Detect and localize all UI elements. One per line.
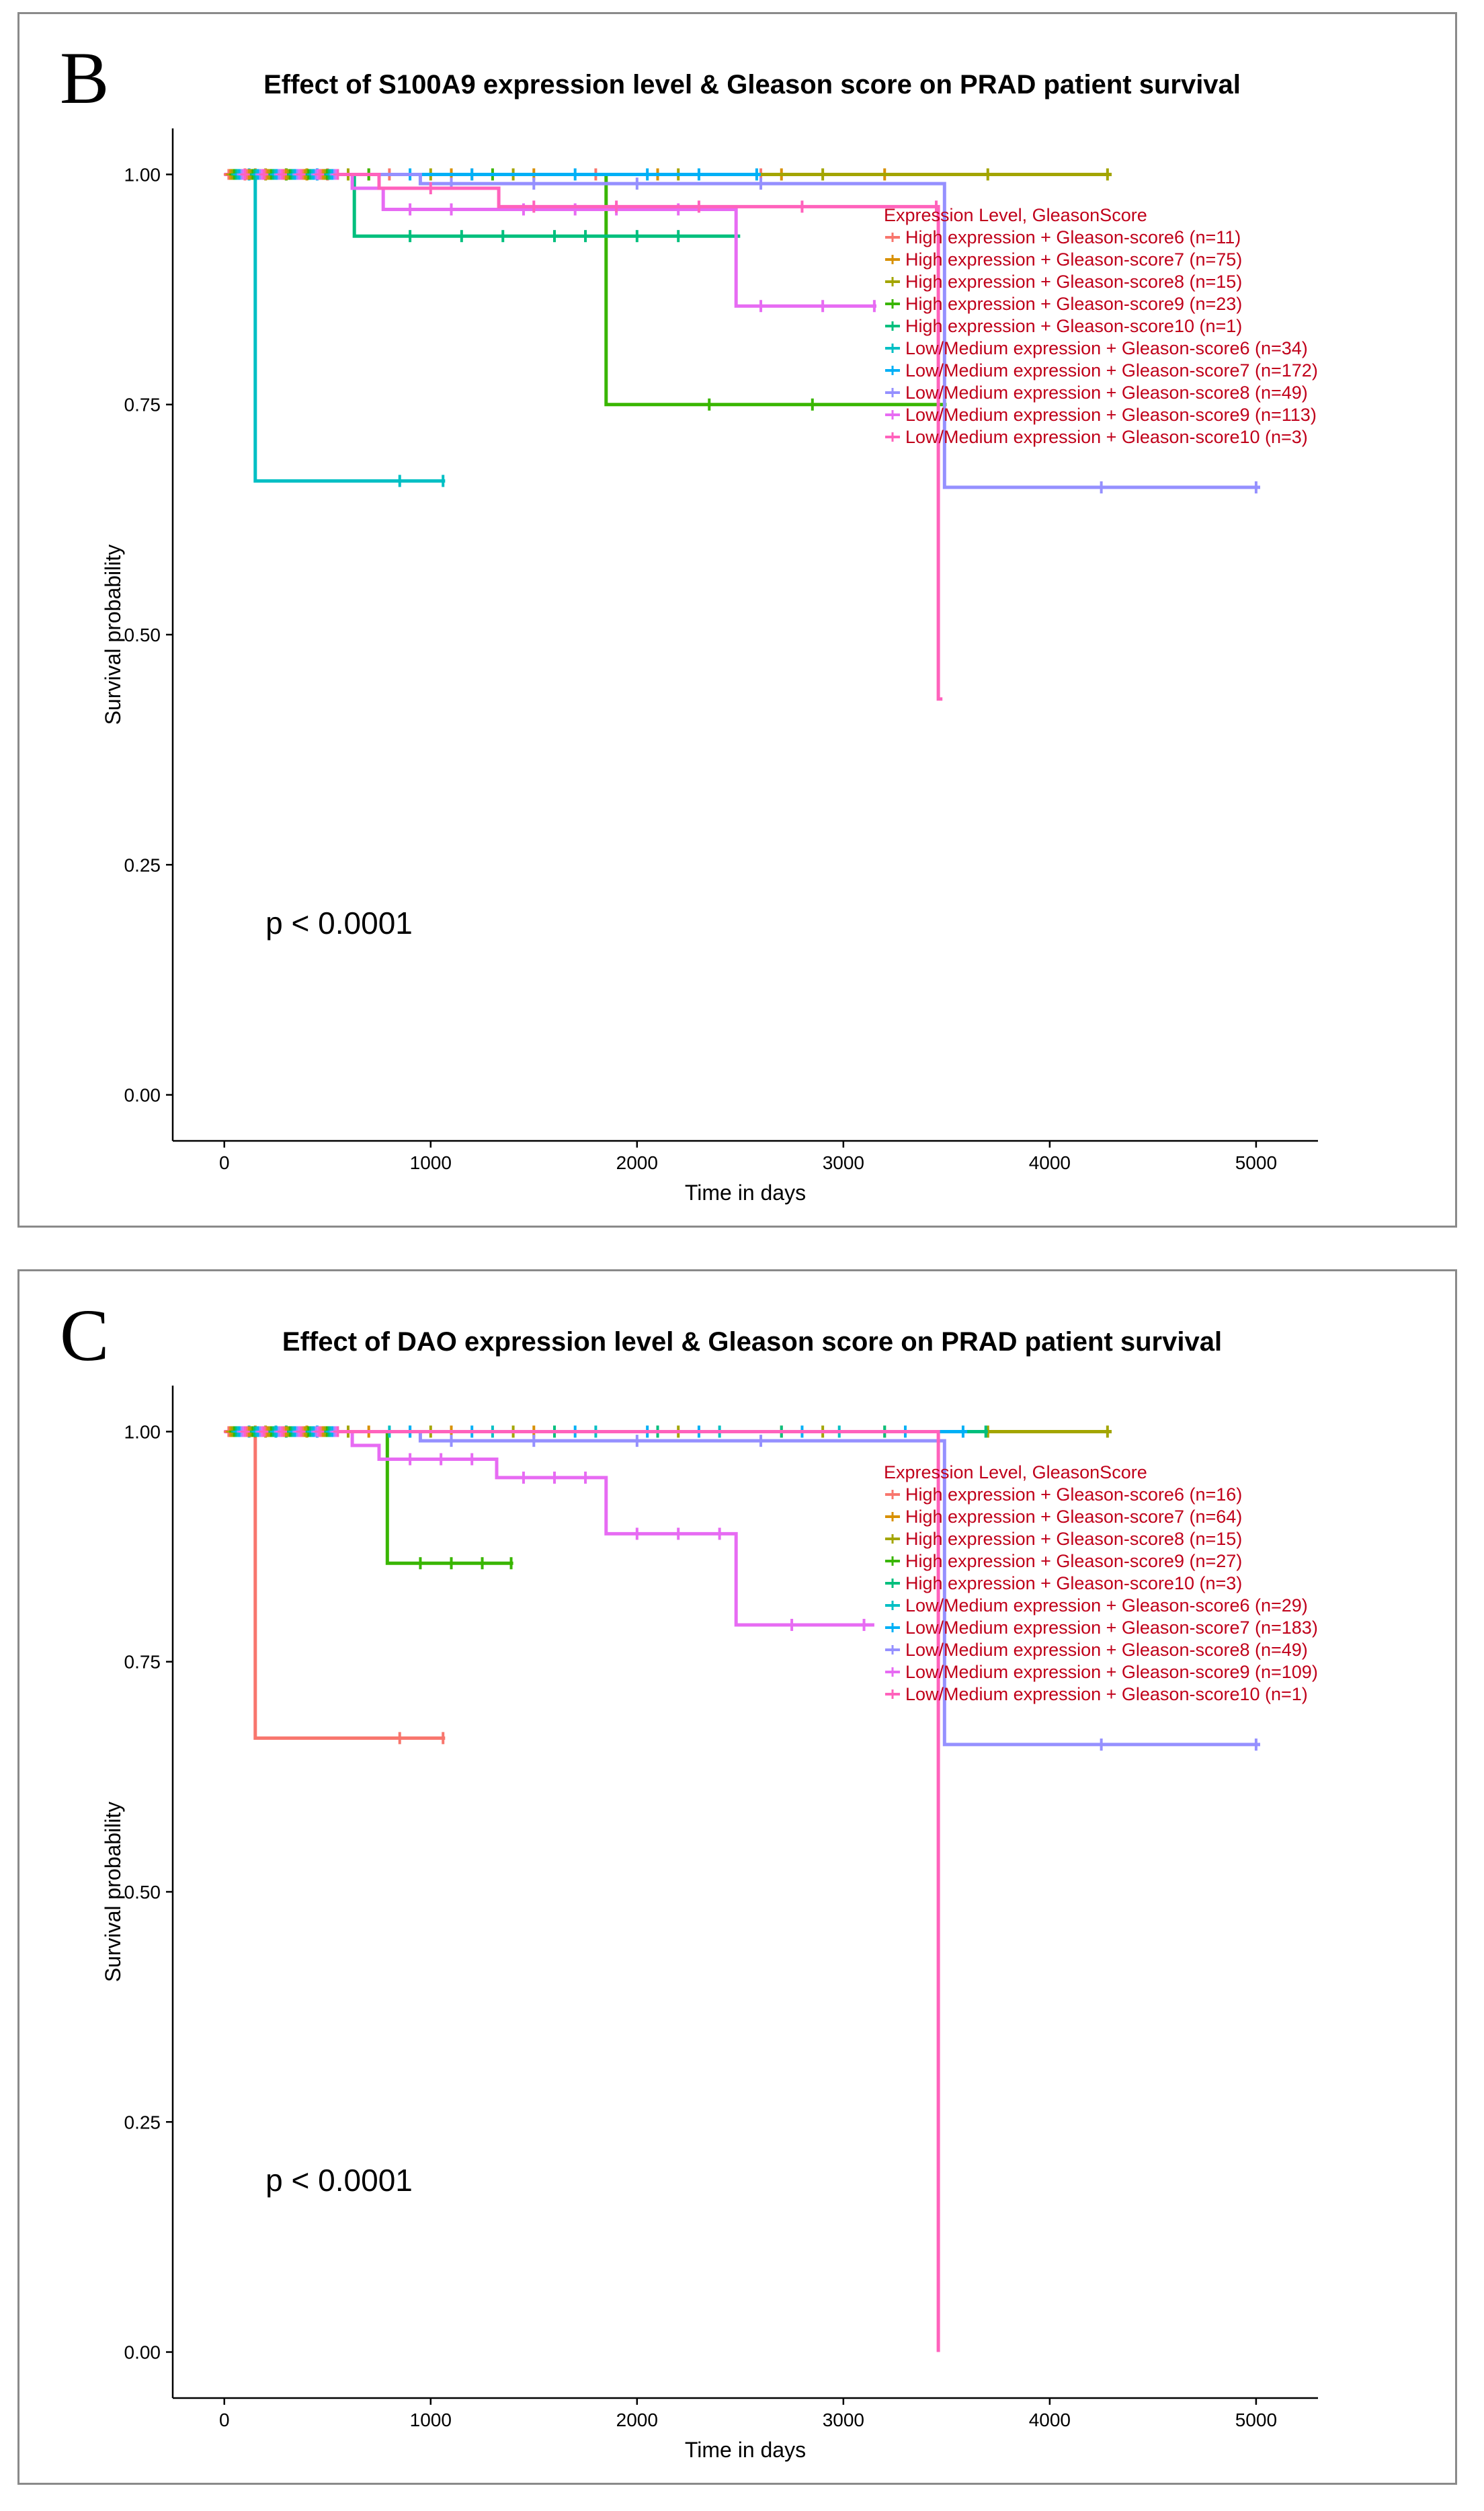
y-axis-label: Survival probability [101, 545, 125, 725]
legend-label: Low/Medium expression + Gleason-score9 (… [905, 405, 1317, 425]
km-curve [224, 173, 1260, 489]
legend-item: Low/Medium expression + Gleason-score7 (… [885, 1618, 1318, 1638]
legend-item: Low/Medium expression + Gleason-score9 (… [885, 405, 1317, 425]
panel-b: B Effect of S100A9 expression level & Gl… [17, 12, 1457, 1228]
legend-item: Low/Medium expression + Gleason-score10 … [885, 427, 1308, 447]
x-tick-label: 0 [219, 1152, 230, 1173]
km-series [224, 173, 1260, 493]
y-tick-label: 0.75 [124, 1652, 161, 1673]
y-tick-label: 0.50 [124, 1882, 161, 1903]
legend-item: Low/Medium expression + Gleason-score6 (… [885, 1595, 1308, 1616]
y-tick-label: 0.25 [124, 854, 161, 875]
legend-item: Low/Medium expression + Gleason-score7 (… [885, 360, 1318, 381]
y-axis-label: Survival probability [101, 1802, 125, 1983]
legend-item: Low/Medium expression + Gleason-score9 (… [885, 1662, 1318, 1682]
legend-label: High expression + Gleason-score6 (n=16) [905, 1484, 1242, 1505]
legend-label: Low/Medium expression + Gleason-score8 (… [905, 383, 1308, 403]
km-series [224, 168, 947, 411]
x-tick-label: 2000 [616, 2409, 658, 2430]
panel-letter: B [60, 37, 110, 119]
y-tick-label: 0.00 [124, 2342, 161, 2363]
legend-item: High expression + Gleason-score9 (n=23) [885, 294, 1242, 314]
x-tick-label: 1000 [410, 1152, 452, 1173]
legend-label: High expression + Gleason-score9 (n=23) [905, 294, 1242, 314]
km-series [224, 1430, 513, 1570]
km-curve [224, 1430, 874, 1627]
x-tick-label: 3000 [823, 2409, 864, 2430]
km-series [224, 1430, 874, 1631]
km-curve [224, 1430, 513, 1565]
legend-label: High expression + Gleason-score8 (n=15) [905, 1529, 1242, 1549]
y-tick-label: 0.25 [124, 2112, 161, 2133]
legend-item: High expression + Gleason-score7 (n=75) [885, 249, 1242, 270]
legend-label: High expression + Gleason-score7 (n=64) [905, 1507, 1242, 1527]
x-tick-label: 3000 [823, 1152, 864, 1173]
x-tick-label: 2000 [616, 1152, 658, 1173]
panel-letter: C [60, 1294, 110, 1376]
x-tick-label: 5000 [1235, 2409, 1277, 2430]
x-tick-label: 4000 [1029, 2409, 1071, 2430]
legend-item: High expression + Gleason-score10 (n=1) [885, 316, 1242, 336]
legend-item: Low/Medium expression + Gleason-score6 (… [885, 338, 1308, 358]
chart-title: Effect of S100A9 expression level & Glea… [263, 70, 1241, 99]
legend-label: Low/Medium expression + Gleason-score8 (… [905, 1640, 1308, 1660]
legend-item: High expression + Gleason-score6 (n=16) [885, 1484, 1242, 1505]
x-tick-label: 1000 [410, 2409, 452, 2430]
legend-label: Low/Medium expression + Gleason-score7 (… [905, 360, 1318, 381]
legend-label: High expression + Gleason-score10 (n=1) [905, 316, 1242, 336]
legend-label: High expression + Gleason-score10 (n=3) [905, 1573, 1242, 1593]
x-tick-label: 5000 [1235, 1152, 1277, 1173]
legend-item: Low/Medium expression + Gleason-score10 … [885, 1684, 1308, 1704]
x-tick-label: 4000 [1029, 1152, 1071, 1173]
legend-item: High expression + Gleason-score9 (n=27) [885, 1551, 1242, 1571]
legend-item: High expression + Gleason-score10 (n=3) [885, 1573, 1242, 1593]
x-tick-label: 0 [219, 2409, 230, 2430]
km-curve [224, 173, 876, 308]
y-tick-label: 1.00 [124, 164, 161, 185]
legend-label: Low/Medium expression + Gleason-score10 … [905, 427, 1308, 447]
legend-label: Low/Medium expression + Gleason-score7 (… [905, 1618, 1318, 1638]
panel-c: C Effect of DAO expression level & Gleas… [17, 1269, 1457, 2485]
km-series [224, 173, 943, 701]
legend-item: High expression + Gleason-score8 (n=15) [885, 272, 1242, 292]
km-curve [224, 173, 446, 483]
legend-label: Low/Medium expression + Gleason-score6 (… [905, 1595, 1308, 1616]
legend-label: High expression + Gleason-score8 (n=15) [905, 272, 1242, 292]
y-tick-label: 1.00 [124, 1421, 161, 1442]
km-series [224, 173, 446, 487]
legend-title: Expression Level, GleasonScore [884, 1462, 1147, 1482]
km-curve [224, 1430, 940, 2352]
chart-title: Effect of DAO expression level & Gleason… [282, 1327, 1222, 1357]
legend-label: High expression + Gleason-score9 (n=27) [905, 1551, 1242, 1571]
km-curve [224, 1430, 446, 1740]
km-curve [224, 173, 943, 701]
x-axis-label: Time in days [685, 1181, 806, 1205]
legend-label: Low/Medium expression + Gleason-score10 … [905, 1684, 1308, 1704]
km-chart-b: Effect of S100A9 expression level & Glea… [101, 70, 1318, 1205]
legend-item: High expression + Gleason-score7 (n=64) [885, 1507, 1242, 1527]
legend-title: Expression Level, GleasonScore [884, 205, 1147, 225]
legend-item: Low/Medium expression + Gleason-score8 (… [885, 383, 1308, 403]
y-tick-label: 0.75 [124, 395, 161, 415]
km-chart-c: Effect of DAO expression level & Gleason… [101, 1327, 1318, 2462]
p-value: p < 0.0001 [265, 2163, 413, 2198]
legend-item: High expression + Gleason-score6 (n=11) [885, 227, 1241, 247]
x-axis-label: Time in days [685, 2438, 806, 2462]
y-tick-label: 0.50 [124, 625, 161, 645]
legend-label: Low/Medium expression + Gleason-score6 (… [905, 338, 1308, 358]
y-tick-label: 0.00 [124, 1085, 161, 1106]
km-series [224, 1430, 940, 2352]
legend-label: High expression + Gleason-score7 (n=75) [905, 249, 1242, 270]
km-series [224, 1430, 446, 1745]
km-series [224, 173, 876, 313]
legend-label: Low/Medium expression + Gleason-score9 (… [905, 1662, 1318, 1682]
legend-label: High expression + Gleason-score6 (n=11) [905, 227, 1241, 247]
p-value: p < 0.0001 [265, 906, 413, 941]
legend-item: High expression + Gleason-score8 (n=15) [885, 1529, 1242, 1549]
legend-item: Low/Medium expression + Gleason-score8 (… [885, 1640, 1308, 1660]
